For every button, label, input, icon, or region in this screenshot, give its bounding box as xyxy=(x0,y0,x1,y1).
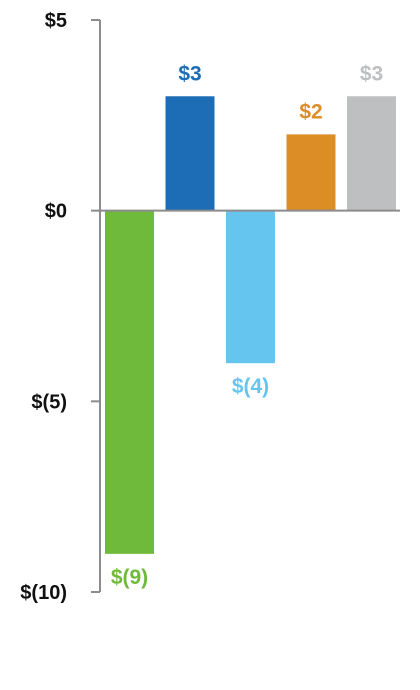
bar-value-label: $(4) xyxy=(232,375,269,398)
bar xyxy=(165,96,215,211)
bar-value-label: $3 xyxy=(178,62,201,85)
bar xyxy=(347,96,396,211)
y-tick-label: $0 xyxy=(45,201,67,223)
bars xyxy=(105,96,396,554)
y-tick-label: $(10) xyxy=(20,582,67,604)
bar-value-label: $2 xyxy=(299,100,322,123)
y-tick-label: $(5) xyxy=(31,391,67,413)
bar-value-label: $3 xyxy=(360,62,383,85)
data-labels: $(9) $3 $(4) $2 $3 xyxy=(111,62,383,589)
y-tick-label: $5 xyxy=(45,10,67,32)
bar xyxy=(286,134,336,211)
bar xyxy=(105,210,154,554)
bar xyxy=(226,210,275,364)
bar-value-label: $(9) xyxy=(111,566,148,589)
y-axis-ticks: $5 $0 $(5) $(10) xyxy=(20,10,100,604)
